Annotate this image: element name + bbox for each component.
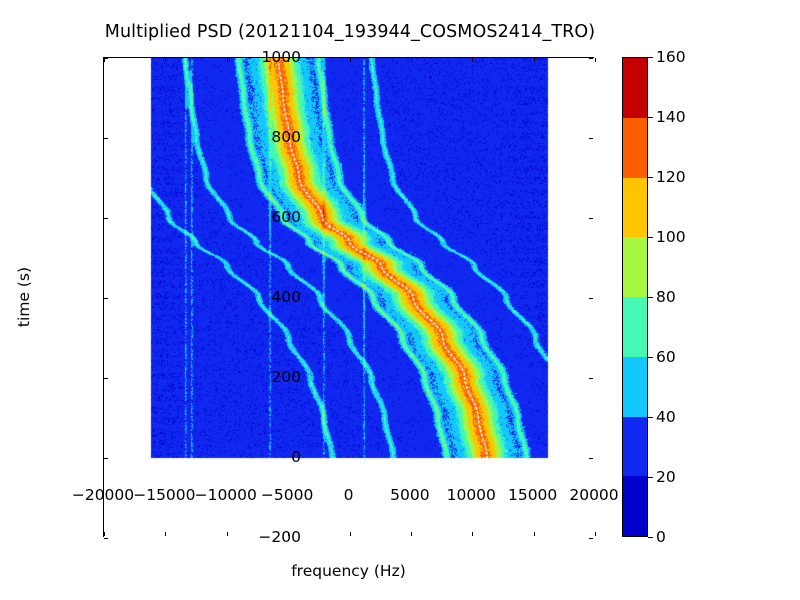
- x-tick: [104, 532, 105, 536]
- x-tick-label: 5000: [390, 486, 430, 504]
- plot-axes[interactable]: [103, 57, 596, 539]
- y-tick: [104, 58, 108, 59]
- x-tick-label: 0: [343, 486, 354, 504]
- colorbar-tick: [648, 417, 653, 418]
- y-tick-label: 400: [271, 288, 301, 306]
- x-tick: [410, 58, 412, 62]
- colorbar-tick: [648, 117, 653, 118]
- colorbar-tick: [648, 477, 653, 478]
- colorbar-tick: [648, 537, 653, 538]
- colorbar-tick-label: 0: [656, 528, 666, 546]
- x-tick-label: 20000: [569, 486, 619, 504]
- colorbar-band: [623, 416, 647, 477]
- colorbar-tick-label: 120: [656, 168, 686, 186]
- colorbar-tick-label: 60: [656, 348, 676, 366]
- colorbar-band: [623, 177, 647, 238]
- colorbar-tick: [648, 57, 653, 58]
- y-tick-label: 1000: [261, 48, 301, 66]
- colorbar-tick-label: 80: [656, 288, 676, 306]
- y-tick: [589, 138, 593, 139]
- colorbar-tick: [648, 357, 653, 358]
- y-tick-label: 0: [291, 448, 301, 466]
- colorbar-band: [623, 356, 647, 417]
- y-tick: [589, 458, 593, 459]
- x-tick-label: 15000: [507, 486, 558, 504]
- x-tick: [349, 532, 351, 536]
- y-tick: [589, 298, 593, 299]
- colorbar-tick-label: 40: [656, 408, 676, 426]
- x-tick: [533, 58, 535, 62]
- y-tick: [589, 538, 593, 539]
- x-tick-label: −10000: [194, 486, 257, 504]
- x-tick: [165, 58, 167, 62]
- colorbar-tick-label: 100: [656, 228, 686, 246]
- x-tick: [104, 58, 105, 62]
- colorbar-band: [623, 58, 647, 118]
- y-tick: [589, 378, 593, 379]
- y-tick: [589, 58, 593, 59]
- y-axis-title: time (s): [15, 266, 34, 328]
- colorbar-tick-label: 160: [656, 48, 686, 66]
- colorbar-tick: [648, 237, 653, 238]
- x-tick: [595, 58, 596, 62]
- y-tick-label: −200: [258, 528, 301, 546]
- colorbar-band: [623, 297, 647, 357]
- y-tick-label: 800: [271, 128, 301, 146]
- colorbar-tick-label: 140: [656, 108, 686, 126]
- x-tick: [472, 532, 474, 536]
- x-tick-label: −15000: [133, 486, 196, 504]
- y-tick-label: 600: [271, 208, 301, 226]
- spectrogram-image[interactable]: [104, 58, 595, 538]
- x-tick: [288, 532, 290, 536]
- colorbar[interactable]: [622, 57, 648, 537]
- y-tick: [104, 298, 108, 299]
- y-tick: [104, 538, 108, 539]
- colorbar-band: [623, 476, 647, 536]
- y-tick-label: 200: [271, 368, 301, 386]
- x-tick: [226, 532, 228, 536]
- colorbar-tick-label: 20: [656, 468, 676, 486]
- colorbar-tick: [648, 177, 653, 178]
- x-tick: [288, 58, 290, 62]
- colorbar-band: [623, 117, 647, 178]
- x-tick: [595, 532, 596, 536]
- x-tick: [349, 58, 351, 62]
- page-title: Multiplied PSD (20121104_193944_COSMOS24…: [104, 22, 596, 42]
- y-tick: [104, 458, 108, 459]
- x-tick: [165, 532, 167, 536]
- x-tick-label: −5000: [260, 486, 314, 504]
- x-tick-label: −20000: [71, 486, 135, 504]
- colorbar-band: [623, 237, 647, 297]
- x-tick: [226, 58, 228, 62]
- y-tick: [104, 138, 108, 139]
- x-axis-title: frequency (Hz): [291, 562, 406, 580]
- y-tick: [104, 218, 108, 219]
- x-tick-label: 10000: [446, 486, 496, 504]
- x-tick: [410, 532, 412, 536]
- colorbar-tick: [648, 297, 653, 298]
- x-tick: [533, 532, 535, 536]
- y-tick: [104, 378, 108, 379]
- x-tick: [472, 58, 474, 62]
- y-tick: [589, 218, 593, 219]
